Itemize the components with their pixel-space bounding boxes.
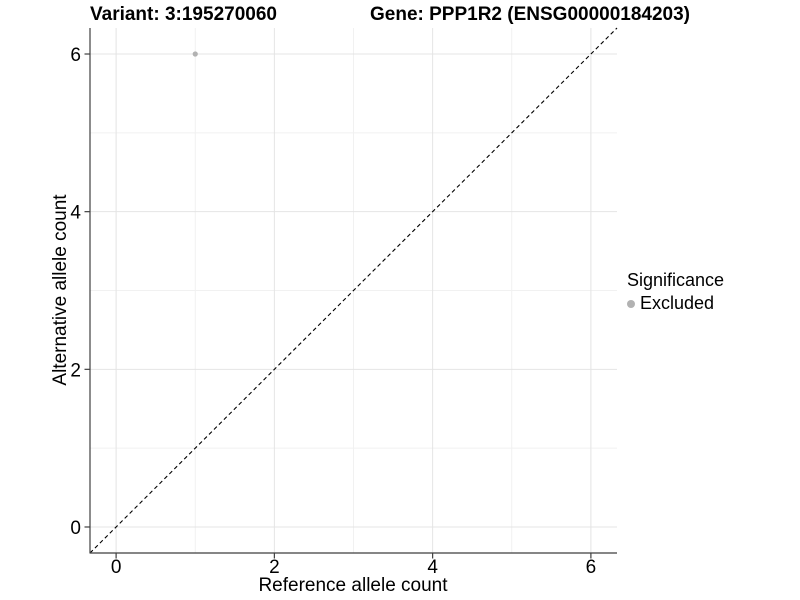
y-tick-label: 4 <box>70 203 81 224</box>
y-tick-label: 0 <box>70 518 81 539</box>
y-tick-label: 2 <box>70 360 81 381</box>
legend-point-icon <box>627 299 635 308</box>
legend-title: Significance <box>627 270 725 290</box>
legend-entry-label: Excluded <box>640 293 715 313</box>
data-point <box>192 51 198 57</box>
x-tick-label: 6 <box>586 557 597 578</box>
x-tick-label: 0 <box>111 557 122 578</box>
legend-entry-excluded: Excluded <box>627 293 724 314</box>
plot-title-variant: Variant: 3:195270060 <box>90 4 277 25</box>
y-tick-label: 6 <box>70 45 81 66</box>
x-tick-label: 4 <box>427 557 438 578</box>
x-axis-title: Reference allele count <box>258 575 448 596</box>
legend: Significance Excluded <box>627 270 724 314</box>
x-tick-label: 2 <box>269 557 280 578</box>
identity-dashed-line <box>89 27 618 554</box>
y-axis-title: Alternative allele count <box>50 194 71 386</box>
plot-title-gene: Gene: PPP1R2 (ENSG00000184203) <box>370 4 691 25</box>
